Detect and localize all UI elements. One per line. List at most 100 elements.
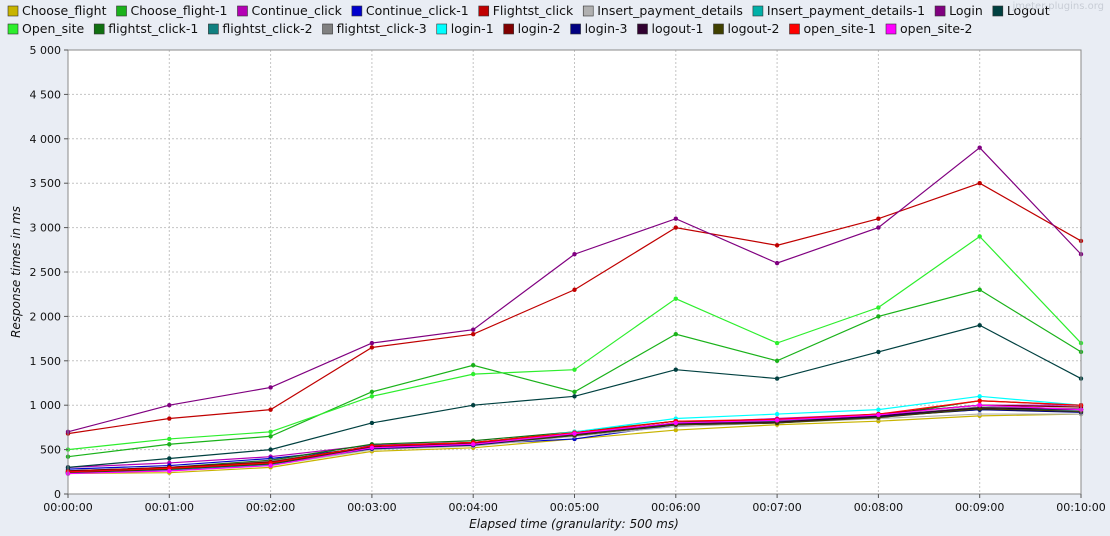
- data-point: [673, 331, 678, 337]
- legend-item-flightst_click-3: flightst_click-3: [322, 21, 427, 36]
- legend-item-logout-1: logout-1: [637, 21, 704, 36]
- legend-label: flightst_click-1: [108, 21, 198, 36]
- y-tick-label: 2 500: [30, 266, 62, 279]
- legend-item-Choose_flight: Choose_flight: [7, 3, 107, 18]
- legend-swatch: [503, 23, 514, 35]
- x-tick-label: 00:07:00: [752, 501, 801, 514]
- data-point: [268, 447, 273, 452]
- data-point: [876, 349, 881, 355]
- legend-swatch: [992, 5, 1004, 17]
- legend-label: logout-1: [652, 21, 704, 36]
- data-point: [268, 434, 273, 439]
- y-tick-label: 1 000: [30, 399, 62, 412]
- data-point: [673, 216, 678, 221]
- data-point: [167, 416, 172, 421]
- legend: Choose_flight Choose_flight-1 Continue_cli…: [7, 3, 1050, 36]
- x-tick-label: 00:10:00: [1056, 501, 1105, 514]
- x-tick-label: 00:01:00: [145, 501, 194, 514]
- legend-label: login-1: [451, 21, 494, 36]
- legend-label: Login: [949, 3, 983, 18]
- data-point: [471, 442, 476, 447]
- legend-item-Login: Login: [934, 3, 983, 18]
- data-point: [673, 420, 678, 426]
- data-point: [471, 371, 476, 377]
- legend-item-Open_site: Open_site: [7, 21, 85, 36]
- legend-swatch: [93, 23, 105, 35]
- legend-label: login-2: [518, 21, 561, 36]
- legend-item-login-2: login-2: [503, 21, 561, 36]
- legend-swatch: [934, 5, 946, 17]
- x-tick-label: 00:02:00: [246, 501, 295, 514]
- x-tick-label: 00:00:00: [43, 501, 92, 514]
- legend-item-login-3: login-3: [570, 21, 628, 36]
- x-tick-label: 00:03:00: [347, 501, 396, 514]
- x-axis: 00:00:00 00:01:00 00:02:00 00:03:00 00:04:00…: [43, 494, 1106, 514]
- legend-item-Logout: Logout: [992, 3, 1050, 18]
- legend-swatch: [208, 23, 219, 35]
- data-point: [977, 323, 982, 328]
- y-tick-label: 3 000: [30, 222, 62, 235]
- data-point: [572, 431, 577, 436]
- series-Flightst_click: [65, 181, 1084, 436]
- data-point: [774, 340, 780, 346]
- data-point: [268, 385, 273, 390]
- data-point: [977, 398, 982, 403]
- legend-label: Choose_flight: [22, 3, 107, 18]
- legend-swatch: [351, 5, 363, 17]
- data-point: [977, 406, 982, 411]
- legend-label: Flightst_click: [493, 3, 574, 18]
- y-tick-label: 3 500: [30, 177, 62, 190]
- legend-item-Continue_click: Continue_click: [237, 3, 343, 18]
- y-tick-label: 5 000: [30, 44, 62, 57]
- legend-label: flightst_click-2: [222, 21, 312, 36]
- legend-label: open_site-2: [900, 21, 973, 36]
- data-point: [876, 412, 881, 418]
- watermark: jmeter-plugins.org: [1011, 1, 1104, 12]
- data-point: [977, 411, 982, 417]
- data-point: [572, 389, 577, 395]
- legend-swatch: [582, 5, 594, 17]
- legend-label: Continue_click-1: [366, 3, 469, 18]
- data-point: [167, 468, 172, 474]
- x-tick-label: 00:04:00: [448, 501, 497, 514]
- legend-label: login-3: [585, 21, 628, 36]
- x-tick-label: 00:06:00: [651, 501, 700, 514]
- legend-swatch: [7, 23, 19, 35]
- data-point: [471, 327, 476, 332]
- series-open_site-2: [65, 403, 1084, 476]
- legend-label: Open_site: [22, 21, 85, 36]
- data-point: [774, 358, 780, 363]
- data-point: [876, 216, 881, 221]
- y-tick-label: 1 500: [30, 355, 62, 368]
- legend-label: Logout: [1007, 3, 1050, 18]
- data-point: [977, 181, 982, 186]
- legend-label: Insert_payment_details: [597, 3, 743, 18]
- data-point: [369, 445, 375, 451]
- data-point: [572, 367, 577, 372]
- y-axis-label: Response times in ms: [9, 206, 23, 338]
- legend-label: Continue_click: [251, 3, 342, 18]
- data-point: [572, 252, 577, 257]
- data-point: [471, 331, 476, 337]
- data-point: [369, 420, 375, 426]
- data-point: [876, 225, 881, 230]
- series-Choose_flight-1: [65, 287, 1084, 459]
- legend-swatch: [322, 23, 333, 35]
- y-axis: 0 500 1 000 1 500 2 000 2 500 3 000 3 500 4 000 4…: [30, 44, 68, 501]
- series-Open_site: [65, 234, 1084, 452]
- legend-item-Insert_payment_details: Insert_payment_details: [582, 3, 743, 18]
- series-Logout: [65, 323, 1084, 470]
- data-point: [471, 363, 476, 368]
- legend-swatch: [478, 5, 490, 17]
- legend-item-logout-2: logout-2: [713, 21, 780, 36]
- legend-item-Continue_click-1: Continue_click-1: [351, 3, 469, 18]
- legend-swatch: [713, 23, 724, 35]
- data-point: [369, 389, 375, 395]
- legend-item-flightst_click-1: flightst_click-1: [93, 21, 198, 36]
- y-tick-label: 4 500: [30, 88, 62, 101]
- legend-item-open_site-2: open_site-2: [885, 21, 973, 36]
- legend-label: flightst_click-3: [337, 21, 427, 36]
- data-point: [774, 411, 780, 417]
- data-point: [876, 314, 881, 319]
- legend-swatch: [752, 5, 764, 17]
